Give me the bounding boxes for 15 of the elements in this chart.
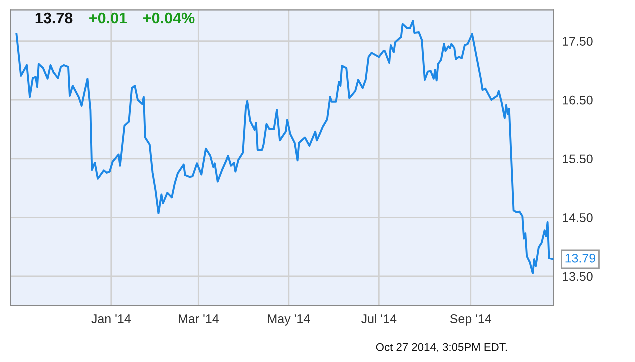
y-tick-label: 15.50 <box>563 154 593 164</box>
y-tick-label: 13.50 <box>563 272 593 282</box>
annotation: +0.04% <box>144 12 195 24</box>
x-tick-label: Jan '14 <box>92 314 131 324</box>
x-tick-label: Sep '14 <box>450 314 492 326</box>
annotation: 13.79 <box>566 254 596 263</box>
annotation: 13.78 <box>36 12 73 24</box>
y-tick-label: 17.50 <box>563 37 593 46</box>
y-tick-label: 16.50 <box>563 96 593 105</box>
x-tick-label: May '14 <box>268 314 310 326</box>
text: Oct 27 2014, 3:05PM EDT. <box>376 343 507 353</box>
x-tick-label: Jul '14 <box>361 314 397 324</box>
annotation: +0.01 <box>90 12 128 24</box>
x-tick-label: Mar '14 <box>179 314 219 324</box>
y-tick-label: 14.50 <box>563 213 593 222</box>
